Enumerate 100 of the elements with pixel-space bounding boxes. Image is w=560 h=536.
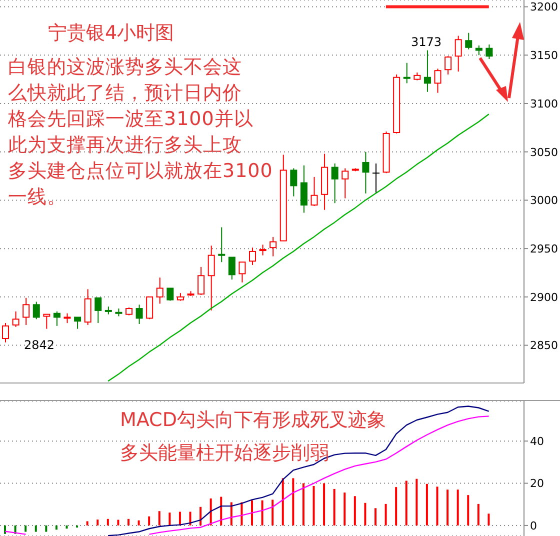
bar: [261, 500, 264, 526]
bar: [34, 525, 37, 532]
bar: [416, 478, 418, 526]
candlestick: [331, 162, 338, 204]
bar: [488, 514, 490, 526]
bar: [24, 525, 27, 532]
candlestick: [156, 277, 164, 304]
annotation: MACD勾头向下有形成死叉迹象: [120, 408, 386, 433]
bar: [354, 496, 356, 526]
candlestick: [84, 288, 92, 326]
candlestick: [259, 244, 266, 256]
annotation: 此为支撑再次进行多头上攻: [8, 133, 242, 158]
candlestick: [434, 68, 442, 94]
candlestick: [228, 256, 236, 280]
bar: [282, 478, 284, 526]
bar: [55, 525, 58, 530]
bar: [364, 502, 366, 526]
candlestick: [166, 288, 174, 302]
y-tick-label: 3200: [530, 0, 558, 14]
candlestick: [32, 301, 40, 320]
annotation: 一线。: [8, 185, 66, 210]
y-tick-label: 2900: [530, 290, 558, 304]
candlestick: [444, 56, 452, 75]
candlestick: [372, 162, 380, 193]
bar: [323, 483, 326, 526]
bar: [477, 504, 480, 526]
bar: [344, 492, 346, 526]
bar: [467, 495, 470, 526]
candlestick: [486, 44, 493, 60]
annotation: 白银的这波涨势多头不会这: [8, 55, 242, 80]
y-tick-label: 40: [530, 434, 544, 448]
candlestick: [454, 35, 462, 72]
candlestick: [198, 266, 205, 296]
bar: [436, 486, 438, 526]
bar: [384, 504, 387, 526]
candlestick: [208, 245, 215, 311]
bar: [189, 512, 192, 526]
bar: [86, 521, 88, 526]
bar: [158, 511, 160, 526]
candlestick: [249, 247, 256, 266]
bar: [456, 490, 459, 526]
bar: [333, 488, 336, 526]
candlestick: [475, 44, 482, 56]
candlestick: [465, 32, 472, 50]
text: 宁贵银4小时图: [48, 21, 174, 46]
bar: [312, 486, 315, 526]
candlestick: [43, 314, 50, 330]
candlestick: [300, 164, 308, 214]
bar: [405, 480, 408, 526]
bar: [168, 512, 171, 526]
annotation: 么快就此了结，预计日内价: [8, 81, 242, 106]
bar: [66, 525, 68, 529]
y-tick-label: 0: [530, 519, 537, 532]
bar: [220, 496, 222, 526]
annotation: 多头能量柱开始逐步削弱: [120, 441, 329, 466]
bar: [426, 484, 428, 526]
annotation: 格会先回踩一波至3100并以: [8, 107, 254, 132]
y-tick-label: 3150: [530, 49, 558, 62]
bar: [138, 520, 140, 526]
candlestick: [218, 226, 226, 263]
bar: [117, 520, 120, 526]
bar: [178, 512, 181, 526]
y-tick-label: 2850: [530, 339, 558, 352]
candlestick: [238, 262, 246, 283]
bar: [45, 525, 48, 532]
annotation: 3173: [411, 35, 442, 49]
annotation: 多头建仓点位可以就放在3100: [8, 159, 273, 184]
line-series: [107, 406, 490, 536]
candlestick: [362, 151, 370, 194]
candlestick: [12, 310, 20, 328]
y-tick-label: 20: [530, 477, 544, 490]
candlestick: [146, 296, 154, 320]
bar: [292, 478, 294, 526]
y-tick-label: 3000: [530, 194, 558, 208]
bar: [4, 525, 6, 534]
bar: [96, 520, 99, 526]
candlestick: [74, 316, 82, 330]
candlestick: [290, 168, 298, 197]
bar: [106, 518, 109, 526]
bar: [272, 500, 274, 526]
candlestick: [53, 310, 60, 326]
bar: [200, 506, 202, 526]
candlestick: [270, 236, 277, 257]
y-tick-label: 2950: [530, 242, 558, 256]
candlestick: [403, 62, 410, 84]
candlestick: [424, 50, 431, 92]
bar: [76, 525, 78, 528]
bar: [251, 500, 253, 526]
bar: [148, 516, 150, 526]
bar: [128, 518, 130, 526]
candlestick: [64, 312, 71, 324]
candlestick: [22, 297, 30, 326]
y-tick-label: 3050: [530, 146, 558, 159]
bar: [395, 487, 398, 526]
bar: [374, 508, 376, 526]
candlestick: [94, 297, 102, 324]
candlestick: [342, 168, 349, 199]
y-tick-label: 3100: [530, 97, 558, 110]
candlestick: [310, 176, 318, 207]
annotation: 2842: [24, 338, 55, 352]
